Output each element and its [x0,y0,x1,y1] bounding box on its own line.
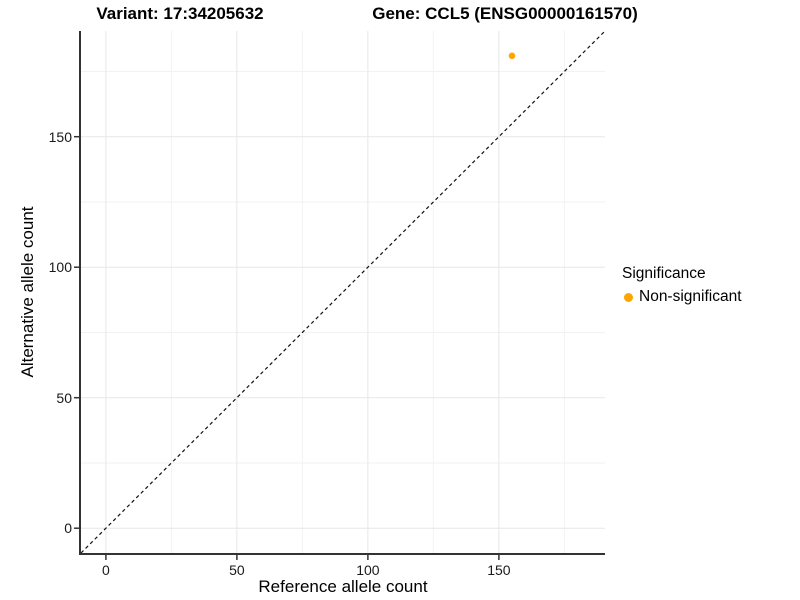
plot-title-gene: Gene: CCL5 (ENSG00000161570) [372,4,638,23]
x-tick-label: 50 [229,562,245,578]
x-tick-label: 100 [356,562,380,578]
x-axis-title: Reference allele count [258,577,428,596]
x-tick-label: 150 [487,562,511,578]
plot-title-variant: Variant: 17:34205632 [96,4,264,23]
identity-dashed-line [80,30,606,554]
y-tick-label: 100 [48,259,72,276]
data-point [508,52,516,60]
y-axis-title: Alternative allele count [18,206,37,378]
y-tick-label: 150 [48,128,72,145]
legend-title: Significance [622,265,706,282]
legend-item-label: Non-significant [639,288,742,305]
y-tick-label: 50 [56,389,72,406]
legend-point-icon [624,292,633,302]
legend: Significance Non-significant [621,265,796,306]
y-tick-label: 0 [64,520,72,537]
x-tick-label: 0 [101,562,110,578]
legend-item: Non-significant [621,288,796,306]
